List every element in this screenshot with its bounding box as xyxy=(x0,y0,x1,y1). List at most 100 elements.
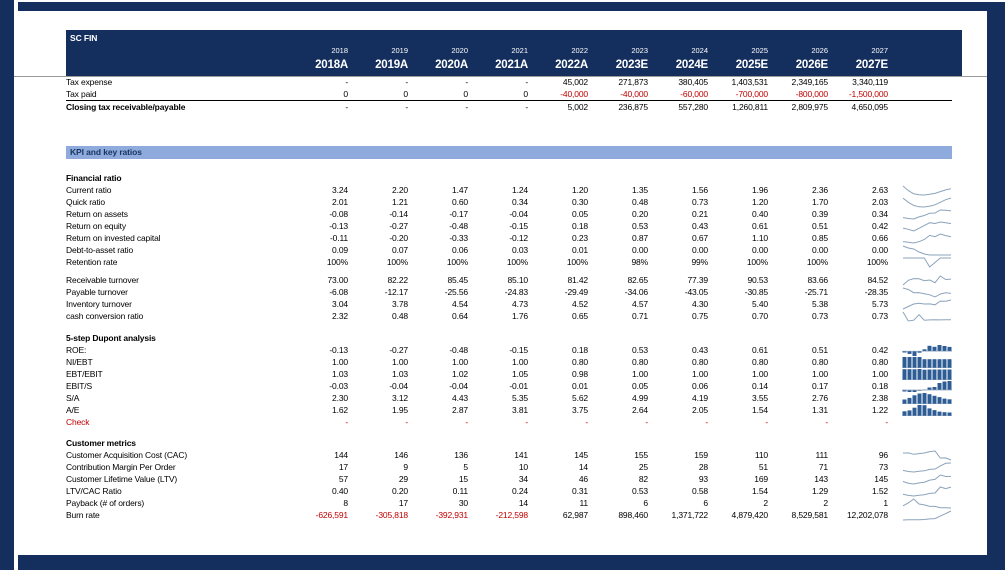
cell-value[interactable]: 17 xyxy=(398,498,408,508)
cell-value[interactable]: 0.67 xyxy=(692,233,708,243)
cell-value[interactable]: 5.38 xyxy=(812,299,828,309)
cell-value[interactable]: 0.48 xyxy=(632,197,648,207)
cell-value[interactable]: 0.18 xyxy=(872,381,888,391)
cell-value[interactable]: - xyxy=(525,77,528,87)
year-label-cell[interactable]: 2022A xyxy=(555,59,588,71)
cell-value[interactable]: 1.00 xyxy=(632,369,648,379)
cell-value[interactable]: 100% xyxy=(386,257,408,267)
row-label[interactable]: Inventory turnover xyxy=(66,299,132,309)
cell-value[interactable]: 2,809,975 xyxy=(791,102,829,112)
cell-value[interactable]: 236,875 xyxy=(618,102,648,112)
cell-value[interactable]: 0.00 xyxy=(632,245,648,255)
cell-value[interactable]: 0.24 xyxy=(512,486,528,496)
cell-value[interactable]: 0.05 xyxy=(572,209,588,219)
cell-value[interactable]: 10 xyxy=(518,462,528,472)
cell-value[interactable]: 145 xyxy=(874,474,888,484)
cell-value[interactable]: 90.53 xyxy=(747,275,768,285)
cell-value[interactable]: 141 xyxy=(514,450,528,460)
year-cell[interactable]: 2021 xyxy=(511,46,528,55)
cell-value[interactable]: 0.60 xyxy=(452,197,468,207)
cell-value[interactable]: 100% xyxy=(746,257,768,267)
cell-value[interactable]: -0.04 xyxy=(389,381,408,391)
year-label-cell[interactable]: 2025E xyxy=(735,59,768,71)
cell-value[interactable]: -0.48 xyxy=(449,345,468,355)
cell-value[interactable]: 0.80 xyxy=(572,357,588,367)
row-label[interactable]: NI/EBT xyxy=(66,357,93,367)
cell-value[interactable]: 73 xyxy=(878,462,888,472)
row-label[interactable]: EBIT/S xyxy=(66,381,93,391)
cell-value[interactable]: 100% xyxy=(506,257,528,267)
cell-value[interactable]: 1.24 xyxy=(512,185,528,195)
cell-value[interactable]: - xyxy=(885,417,888,427)
cell-value[interactable]: -0.13 xyxy=(329,345,348,355)
cell-value[interactable]: 4,879,420 xyxy=(731,510,769,520)
row-label[interactable]: LTV/CAC Ratio xyxy=(66,486,122,496)
cell-value[interactable]: 100% xyxy=(326,257,348,267)
row-label[interactable]: Receivable turnover xyxy=(66,275,139,285)
cell-value[interactable]: -6.08 xyxy=(329,287,348,297)
cell-value[interactable]: 4.99 xyxy=(632,393,648,403)
cell-value[interactable]: 62,987 xyxy=(562,510,588,520)
year-label-cell[interactable]: 2018A xyxy=(315,59,348,71)
cell-value[interactable]: 4.19 xyxy=(692,393,708,403)
cell-value[interactable]: 145 xyxy=(574,450,588,460)
row-label[interactable]: Current ratio xyxy=(66,185,112,195)
cell-value[interactable]: 0.06 xyxy=(452,245,468,255)
cell-value[interactable]: 0.98 xyxy=(572,369,588,379)
cell-value[interactable]: 0.80 xyxy=(692,357,708,367)
cell-value[interactable]: 1.96 xyxy=(752,185,768,195)
cell-value[interactable]: 169 xyxy=(754,474,768,484)
cell-value[interactable]: 0.01 xyxy=(572,381,588,391)
cell-value[interactable]: 0.80 xyxy=(812,357,828,367)
year-cell[interactable]: 2027 xyxy=(871,46,888,55)
cell-value[interactable]: 100% xyxy=(566,257,588,267)
cell-value[interactable]: 0 xyxy=(343,89,348,99)
cell-value[interactable]: 0.43 xyxy=(692,221,708,231)
cell-value[interactable]: 3.24 xyxy=(332,185,348,195)
cell-value[interactable]: 46 xyxy=(578,474,588,484)
cell-value[interactable]: 0.42 xyxy=(872,221,888,231)
cell-value[interactable]: 1.00 xyxy=(512,357,528,367)
cell-value[interactable]: 0 xyxy=(523,89,528,99)
cell-value[interactable]: 15 xyxy=(458,474,468,484)
cell-value[interactable]: 1.00 xyxy=(752,369,768,379)
cell-value[interactable]: 0.18 xyxy=(572,345,588,355)
cell-value[interactable]: 5.35 xyxy=(512,393,528,403)
row-label[interactable]: S/A xyxy=(66,393,80,403)
cell-value[interactable]: 1.47 xyxy=(452,185,468,195)
year-cell[interactable]: 2025 xyxy=(751,46,768,55)
cell-value[interactable]: 0.61 xyxy=(752,345,768,355)
row-label[interactable]: Customer Lifetime Value (LTV) xyxy=(66,474,178,484)
cell-value[interactable]: 0.20 xyxy=(392,486,408,496)
row-label[interactable]: Payable turnover xyxy=(66,287,128,297)
year-label-cell[interactable]: 2027E xyxy=(855,59,888,71)
cell-value[interactable]: 1.00 xyxy=(812,369,828,379)
cell-value[interactable]: -25.71 xyxy=(804,287,828,297)
cell-value[interactable]: 0.21 xyxy=(692,209,708,219)
cell-value[interactable]: 0.85 xyxy=(812,233,828,243)
year-label-cell[interactable]: 2026E xyxy=(795,59,828,71)
cell-value[interactable]: -30.85 xyxy=(744,287,768,297)
year-cell[interactable]: 2022 xyxy=(571,46,588,55)
cell-value[interactable]: 3.78 xyxy=(392,299,408,309)
cell-value[interactable]: 1.56 xyxy=(692,185,708,195)
cell-value[interactable]: - xyxy=(345,417,348,427)
cell-value[interactable]: 0.34 xyxy=(512,197,528,207)
cell-value[interactable]: 2.63 xyxy=(872,185,888,195)
cell-value[interactable]: 3.04 xyxy=(332,299,348,309)
cell-value[interactable]: 11 xyxy=(579,498,588,508)
cell-value[interactable]: 155 xyxy=(634,450,648,460)
row-label[interactable]: A/E xyxy=(66,405,80,415)
cell-value[interactable]: 0.61 xyxy=(752,221,768,231)
cell-value[interactable]: 1.00 xyxy=(452,357,468,367)
cell-value[interactable]: - xyxy=(645,417,648,427)
row-label[interactable]: Contribution Margin Per Order xyxy=(66,462,176,472)
row-label[interactable]: Retention rate xyxy=(66,257,118,267)
cell-value[interactable]: 0.00 xyxy=(692,245,708,255)
cell-value[interactable]: 100% xyxy=(806,257,828,267)
cell-value[interactable]: -800,000 xyxy=(795,89,829,99)
cell-value[interactable]: 0.06 xyxy=(692,381,708,391)
cell-value[interactable]: 4.73 xyxy=(512,299,528,309)
cell-value[interactable]: -0.04 xyxy=(509,209,528,219)
cell-value[interactable]: 0 xyxy=(403,89,408,99)
